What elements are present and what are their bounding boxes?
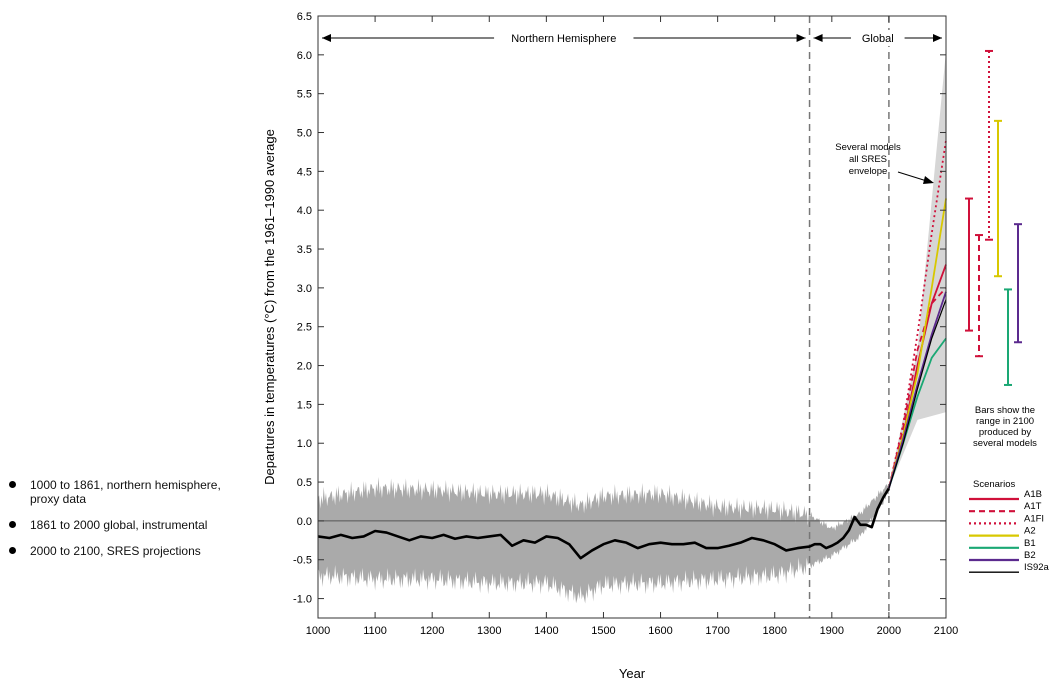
region-arrowhead <box>933 34 942 42</box>
y-tick-label: -1.0 <box>293 594 312 606</box>
legend-label: B1 <box>1024 538 1036 549</box>
scenario-line-a1fi <box>888 140 947 489</box>
y-tick-label: 0.0 <box>297 516 312 528</box>
bullet-list: 1000 to 1861, northern hemisphere, proxy… <box>8 478 228 570</box>
legend-label: A1T <box>1024 501 1042 512</box>
region-arrowhead <box>322 34 331 42</box>
region-label-bg <box>494 30 634 46</box>
sres-envelope <box>888 50 946 489</box>
y-tick-label: 1.0 <box>297 438 312 450</box>
bullet-dot <box>9 521 16 528</box>
y-tick-label: 2.5 <box>297 322 312 334</box>
legend-label: A1FI <box>1024 513 1044 524</box>
y-axis-title: Departures in temperatures (°C) from the… <box>262 129 277 485</box>
x-tick-label: 1000 <box>306 625 330 637</box>
annotation-text: all SRES <box>849 154 887 165</box>
bullet-item: 1000 to 1861, northern hemisphere, proxy… <box>8 478 228 506</box>
uncertainty-band <box>318 476 889 604</box>
x-tick-label: 1400 <box>534 625 558 637</box>
region-label-bg <box>850 30 905 46</box>
bullet-dot <box>9 481 16 488</box>
region-arrowhead <box>796 34 806 42</box>
region-label: Northern Hemisphere <box>511 33 616 45</box>
bars-caption-text: range in 2100 <box>976 416 1034 427</box>
y-tick-label: 4.0 <box>297 205 312 217</box>
y-tick-label: 1.5 <box>297 399 312 411</box>
plot-frame <box>317 15 947 619</box>
bullet-item: 1861 to 2000 global, instrumental <box>8 518 228 532</box>
x-tick-label: 1600 <box>648 625 672 637</box>
y-tick-label: 2.0 <box>297 361 312 373</box>
y-tick-label: 0.5 <box>297 477 312 489</box>
y-tick-label: 4.5 <box>297 166 312 178</box>
legend-label: A1B <box>1024 489 1042 500</box>
region-label: Global <box>862 33 894 45</box>
x-axis-title: Year <box>619 666 646 681</box>
scenario-line-is92a <box>888 299 947 489</box>
bullet-item: 2000 to 2100, SRES projections <box>8 544 228 558</box>
x-tick-label: 1100 <box>363 625 387 637</box>
legend-label: IS92a <box>1024 562 1050 573</box>
x-tick-label: 1300 <box>477 625 501 637</box>
x-tick-label: 1200 <box>420 625 444 637</box>
x-tick-label: 1700 <box>705 625 729 637</box>
x-tick-label: 1900 <box>820 625 844 637</box>
bars-caption-text: several models <box>973 438 1037 449</box>
bullet-dot <box>9 547 16 554</box>
bullet-text: 2000 to 2100, SRES projections <box>30 544 201 558</box>
x-tick-label: 1800 <box>762 625 786 637</box>
bullet-text: 1000 to 1861, northern hemisphere, proxy… <box>30 478 221 506</box>
y-tick-label: 5.5 <box>297 89 312 101</box>
annotation-text: envelope <box>849 166 888 177</box>
historical-line <box>317 487 891 560</box>
annotation-arrowhead <box>923 176 934 184</box>
legend-label: B2 <box>1024 550 1036 561</box>
x-tick-label: 1500 <box>591 625 615 637</box>
y-tick-label: 5.0 <box>297 128 312 140</box>
y-tick-label: 3.5 <box>297 244 312 256</box>
scenario-line-b2 <box>888 291 947 489</box>
y-tick-label: 3.0 <box>297 283 312 295</box>
bars-caption-text: produced by <box>979 427 1032 438</box>
y-tick-label: -0.5 <box>293 555 312 567</box>
bars-caption-text: Bars show the <box>975 405 1035 416</box>
y-tick-label: 6.0 <box>297 50 312 62</box>
annotation-text: Several models <box>835 142 901 153</box>
legend-label: A2 <box>1024 526 1036 537</box>
region-arrowhead <box>813 34 823 42</box>
legend-title: Scenarios <box>973 479 1015 490</box>
bullet-text: 1861 to 2000 global, instrumental <box>30 518 208 532</box>
x-tick-label: 2100 <box>934 625 958 637</box>
y-tick-label: 6.5 <box>297 11 312 23</box>
x-tick-label: 2000 <box>877 625 901 637</box>
